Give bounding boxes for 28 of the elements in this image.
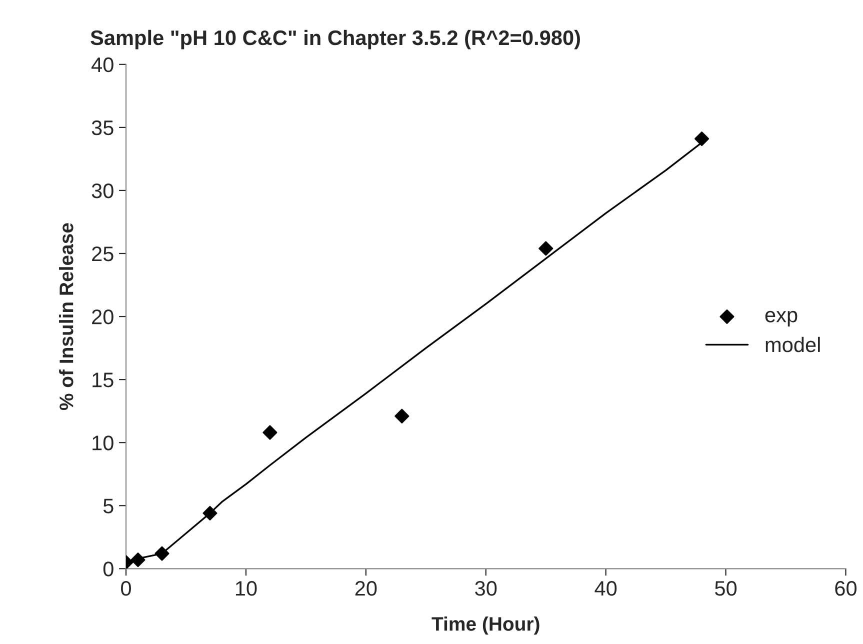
- point: [538, 241, 554, 256]
- y-tick-label: 35: [92, 120, 114, 136]
- point: [130, 552, 146, 568]
- y-tick-label: 5: [103, 498, 114, 514]
- x-tick-label: 40: [594, 581, 617, 596]
- y-tick-label: 20: [92, 310, 114, 324]
- y-tick-label: 0: [103, 562, 114, 576]
- point: [262, 425, 278, 440]
- legend-label: model: [766, 336, 820, 352]
- point: [154, 546, 170, 561]
- y-axis-title: % of Insulin Release: [59, 223, 74, 410]
- y-tick-label: 25: [92, 246, 114, 262]
- y-tick-label: 10: [92, 436, 114, 450]
- x-tick-label: 50: [715, 581, 737, 596]
- point: [694, 131, 710, 146]
- chart-title: Sample "pH 10 C&C" in Chapter 3.5.2 (R^2=0.980): [90, 30, 580, 50]
- y-tick-label: 15: [92, 372, 114, 388]
- x-tick-label: 0: [121, 581, 131, 596]
- point: [394, 408, 410, 424]
- point: [202, 506, 218, 520]
- y-tick-label: 30: [92, 183, 114, 198]
- x-tick-label: 20: [355, 581, 377, 596]
- y-tick-label: 40: [92, 57, 114, 72]
- x-tick-label: 60: [835, 581, 857, 596]
- x-tick-label: 30: [475, 581, 497, 596]
- x-tick-label: 10: [236, 581, 257, 596]
- x-axis-title: Time (Hour): [432, 616, 540, 635]
- legend-label: exp: [765, 310, 798, 326]
